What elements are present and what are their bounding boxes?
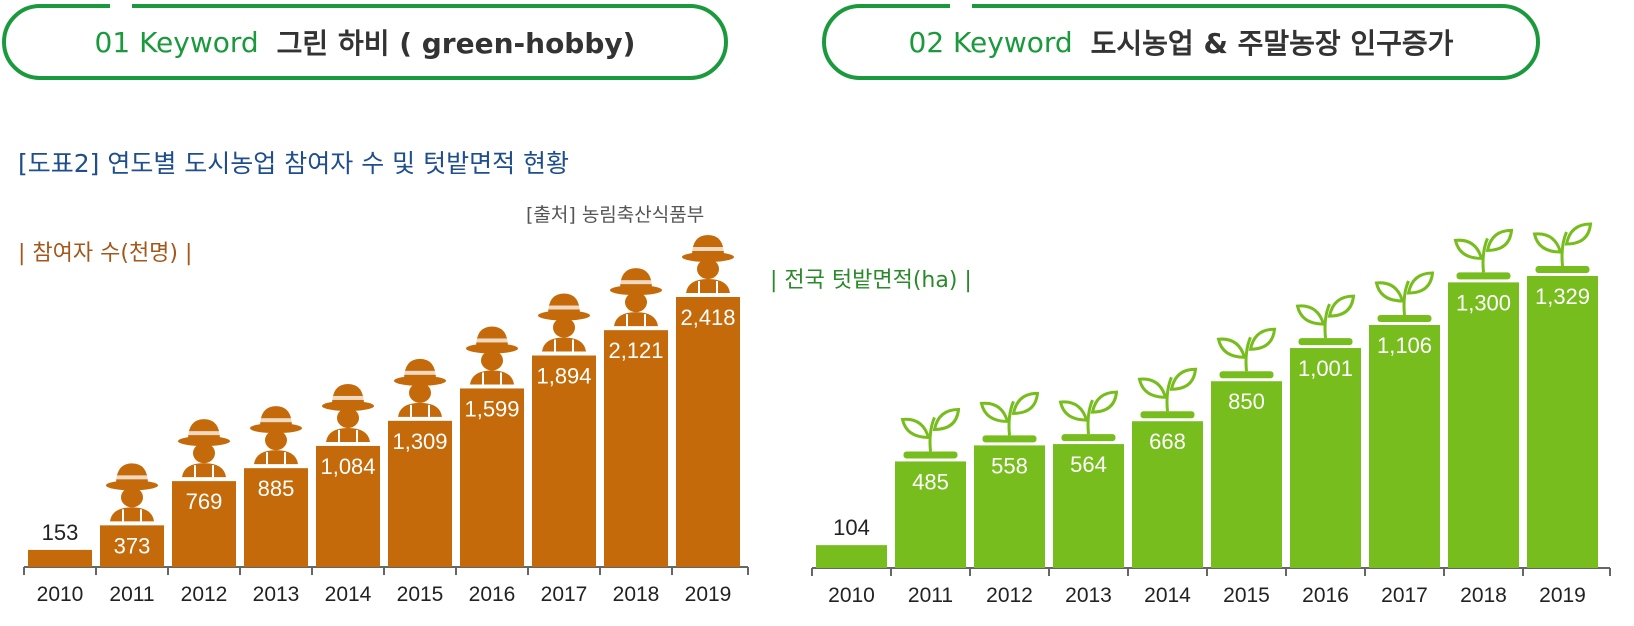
x-tick-label: 2010 — [828, 584, 875, 607]
data-label: 1,309 — [392, 429, 447, 454]
bar — [1132, 421, 1203, 568]
sprout-pot-icon — [1058, 390, 1119, 442]
bar — [1369, 324, 1440, 568]
farmer-hat-icon — [466, 326, 518, 385]
bar — [28, 549, 92, 567]
data-label: 2,121 — [608, 338, 663, 363]
data-label: 153 — [42, 520, 79, 545]
farmer-hat-icon — [394, 358, 446, 417]
x-tick-label: 2016 — [469, 583, 516, 606]
bar — [1053, 444, 1124, 568]
data-label: 668 — [1149, 429, 1186, 454]
x-tick-label: 2015 — [397, 583, 444, 606]
keyword-topic: 그린 하비 ( green-hobby) — [276, 27, 636, 60]
data-label: 485 — [912, 469, 949, 494]
x-tick-label: 2018 — [613, 583, 660, 606]
x-tick-label: 2014 — [325, 583, 372, 606]
figure-source: [출처] 농림축산식품부 — [526, 204, 705, 226]
bar — [1527, 276, 1598, 568]
x-tick-label: 2011 — [908, 584, 953, 607]
data-label: 1,599 — [464, 396, 519, 421]
data-label: 769 — [186, 489, 223, 514]
bar — [460, 388, 524, 567]
pill-border-gap — [950, 0, 972, 8]
bar — [1211, 381, 1282, 568]
data-label: 1,084 — [320, 454, 375, 479]
keyword-number: 02 Keyword — [908, 25, 1073, 59]
farmer-hat-icon — [610, 268, 662, 327]
data-label: 558 — [991, 453, 1028, 478]
farmer-hat-icon — [106, 463, 158, 522]
data-label: 1,329 — [1535, 284, 1590, 309]
x-tick-label: 2016 — [1302, 584, 1349, 607]
sprout-pot-icon — [1137, 367, 1198, 419]
data-label: 850 — [1228, 389, 1265, 414]
x-tick-label: 2011 — [109, 583, 154, 606]
sprout-pot-icon — [1532, 222, 1593, 273]
data-label: 373 — [114, 533, 151, 558]
figure-title: [도표2] 연도별 도시농업 참여자 수 및 텃밭면적 현황 — [18, 149, 570, 178]
x-tick-label: 2014 — [1144, 584, 1191, 607]
data-label: 1,106 — [1377, 333, 1432, 358]
data-label: 1,894 — [536, 364, 591, 389]
participants-chart-title: | 참여자 수(천명) | — [18, 241, 193, 266]
data-label: 885 — [258, 476, 295, 501]
sprout-pot-icon — [1453, 228, 1514, 280]
bar — [316, 445, 380, 567]
keyword-topic: 도시농업 & 주말농장 인구증가 — [1090, 27, 1454, 60]
data-label: 2,418 — [680, 305, 735, 330]
bar — [532, 355, 596, 567]
x-tick-label: 2015 — [1223, 584, 1270, 607]
farmer-hat-icon — [178, 419, 230, 478]
sprout-pot-icon — [1374, 271, 1435, 322]
keyword-pill-2: 02 Keyword 도시농업 & 주말농장 인구증가 — [822, 4, 1540, 80]
data-label: 564 — [1070, 452, 1107, 477]
bar — [100, 525, 164, 567]
sprout-pot-icon — [979, 391, 1040, 443]
farmer-hat-icon — [322, 383, 374, 442]
bar — [895, 461, 966, 568]
bar — [816, 545, 887, 568]
bar — [244, 468, 308, 567]
x-tick-label: 2019 — [1539, 584, 1586, 607]
bar — [676, 297, 740, 567]
x-tick-label: 2012 — [181, 583, 228, 606]
bar — [604, 330, 668, 567]
x-tick-label: 2010 — [37, 583, 84, 606]
sprout-pot-icon — [1216, 327, 1277, 379]
sprout-pot-icon — [900, 407, 961, 459]
x-tick-label: 2013 — [253, 583, 300, 606]
data-label: 1,300 — [1456, 290, 1511, 315]
farmer-hat-icon — [538, 293, 590, 352]
bar — [388, 420, 452, 567]
farmer-hat-icon — [682, 235, 734, 293]
data-label: 1,001 — [1298, 356, 1353, 381]
pill-border-gap — [110, 0, 132, 8]
x-tick-label: 2018 — [1460, 584, 1507, 607]
x-tick-label: 2017 — [1381, 584, 1428, 607]
x-tick-label: 2012 — [986, 584, 1033, 607]
sprout-pot-icon — [1295, 294, 1356, 346]
data-label: 104 — [833, 515, 870, 540]
keyword-number: 01 Keyword — [94, 25, 259, 59]
x-tick-label: 2017 — [541, 583, 588, 606]
bar — [1448, 282, 1519, 568]
area-chart-title: | 전국 텃밭면적(ha) | — [770, 268, 972, 293]
bar — [172, 481, 236, 567]
x-tick-label: 2013 — [1065, 584, 1112, 607]
bar — [1290, 348, 1361, 568]
farmer-hat-icon — [250, 406, 302, 465]
keyword-pill-1: 01 Keyword 그린 하비 ( green-hobby) — [2, 4, 728, 80]
x-tick-label: 2019 — [685, 583, 732, 606]
bar — [974, 445, 1045, 568]
